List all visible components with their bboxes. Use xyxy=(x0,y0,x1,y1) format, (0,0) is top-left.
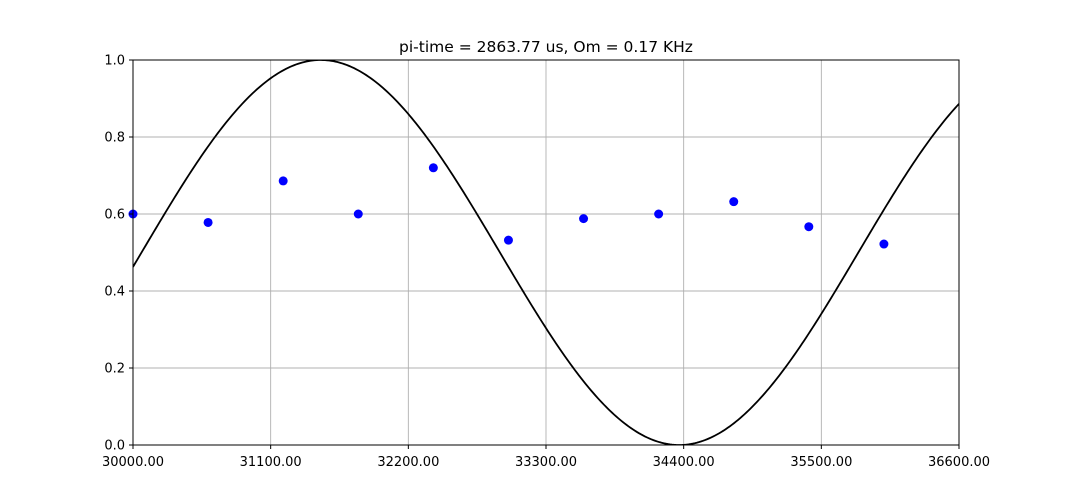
data-point-5 xyxy=(503,235,513,245)
data-point-2 xyxy=(278,176,288,186)
x-tick-label-0: 30000.00 xyxy=(102,455,164,470)
data-point-4 xyxy=(428,163,438,173)
y-tick-label-5: 1.0 xyxy=(104,54,125,69)
x-tick-label-5: 35500.00 xyxy=(790,455,852,470)
plot-series xyxy=(133,60,959,445)
x-tick-label-2: 32200.00 xyxy=(377,455,439,470)
scatter-points xyxy=(128,163,889,249)
data-point-1 xyxy=(203,217,213,227)
data-point-9 xyxy=(804,222,814,232)
data-point-6 xyxy=(579,214,589,224)
x-tick-label-3: 33300.00 xyxy=(515,455,577,470)
axis-ticks: 30000.00 31100.00 32200.00 33300.00 34400.00… xyxy=(102,54,990,471)
x-tick-label-6: 36600.00 xyxy=(928,455,990,470)
y-tick-label-0: 0.0 xyxy=(104,439,125,454)
data-point-8 xyxy=(729,197,739,207)
y-tick-label-4: 0.8 xyxy=(104,131,125,146)
chart-title: pi-time = 2863.77 us, Om = 0.17 KHz xyxy=(399,38,693,56)
y-tick-label-2: 0.4 xyxy=(104,285,125,300)
data-point-10 xyxy=(879,239,889,249)
y-tick-label-1: 0.2 xyxy=(104,362,125,377)
y-tick-label-3: 0.6 xyxy=(104,208,125,223)
x-tick-label-1: 31100.00 xyxy=(240,455,302,470)
data-point-7 xyxy=(654,209,664,219)
data-point-3 xyxy=(353,209,363,219)
x-tick-label-4: 34400.00 xyxy=(653,455,715,470)
fit-curve-line xyxy=(133,60,959,445)
